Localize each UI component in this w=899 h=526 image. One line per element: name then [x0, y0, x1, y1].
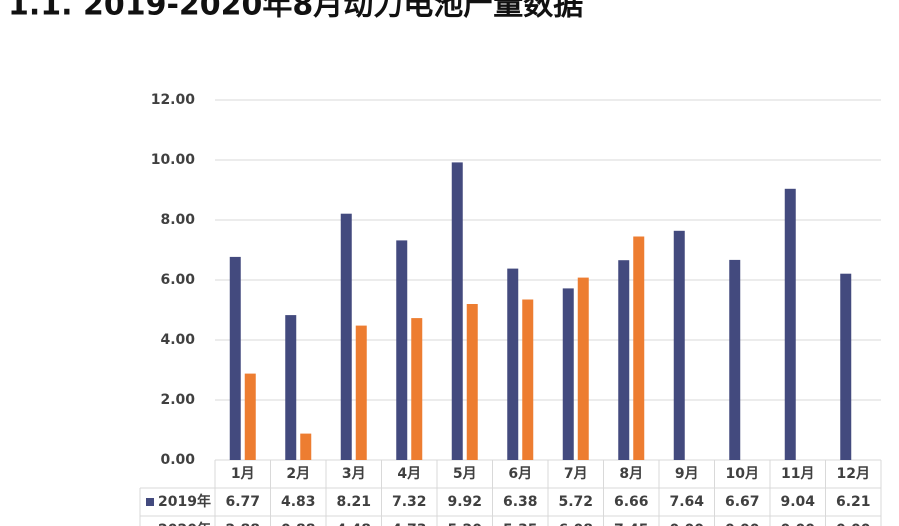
table-value: 6.66 — [614, 494, 649, 510]
bar — [466, 304, 478, 460]
table-value: 8.21 — [336, 494, 371, 510]
table-value: 4.48 — [336, 522, 371, 526]
legend-label: 2020年 — [158, 521, 211, 526]
y-tick-label: 12.00 — [151, 92, 196, 108]
chart-title: 1.1. 2019-2020年8月动力电池产量数据 — [8, 0, 583, 23]
bar — [784, 188, 796, 461]
bar — [285, 315, 297, 460]
x-tick-label: 4月 — [397, 466, 421, 482]
table-value: 6.67 — [725, 494, 760, 510]
table-value: 7.45 — [614, 522, 649, 526]
bar — [840, 273, 852, 460]
table-value: 0.00 — [669, 522, 704, 526]
y-tick-label: 6.00 — [160, 272, 195, 288]
table-value: 6.08 — [558, 522, 593, 526]
bar — [396, 240, 408, 460]
bar — [244, 373, 256, 460]
table-value: 7.64 — [669, 494, 704, 510]
table-value: 6.38 — [503, 494, 538, 510]
bar — [522, 299, 534, 460]
y-tick-label: 4.00 — [160, 332, 195, 348]
bar — [451, 162, 463, 460]
x-tick-label: 1月 — [231, 466, 255, 482]
table-value: 7.32 — [392, 494, 427, 510]
bar — [633, 236, 645, 460]
bar — [229, 256, 241, 460]
x-tick-label: 10月 — [726, 466, 759, 482]
table-value: 0.00 — [725, 522, 760, 526]
table-value: 4.73 — [392, 522, 427, 526]
table-value: 6.21 — [836, 494, 871, 510]
table-value: 0.88 — [281, 522, 316, 526]
bar — [340, 213, 352, 460]
table-value: 4.83 — [281, 494, 316, 510]
legend-label: 2019年 — [158, 493, 211, 510]
table-value: 5.72 — [558, 494, 593, 510]
bar — [300, 433, 312, 460]
table-value: 9.04 — [780, 494, 815, 510]
bar — [618, 260, 630, 460]
y-tick-label: 8.00 — [160, 212, 195, 228]
y-tick-label: 10.00 — [151, 152, 196, 168]
x-tick-label: 8月 — [619, 466, 643, 482]
x-tick-label: 6月 — [508, 466, 532, 482]
x-tick-label: 12月 — [837, 466, 870, 482]
bar — [411, 318, 423, 460]
x-tick-label: 2月 — [286, 466, 310, 482]
x-tick-label: 3月 — [342, 466, 366, 482]
table-value: 0.00 — [780, 522, 815, 526]
table-value: 6.77 — [225, 494, 260, 510]
x-tick-label: 9月 — [675, 466, 699, 482]
bar — [507, 268, 519, 460]
y-tick-label: 2.00 — [160, 392, 195, 408]
table-value: 0.00 — [836, 522, 871, 526]
bar — [562, 288, 574, 460]
x-tick-label: 7月 — [564, 466, 588, 482]
x-tick-label: 5月 — [453, 466, 477, 482]
legend-marker — [146, 498, 154, 506]
y-tick-label: 0.00 — [160, 452, 195, 468]
table-value: 5.20 — [447, 522, 482, 526]
x-tick-label: 11月 — [781, 466, 814, 482]
table-value: 5.35 — [503, 522, 538, 526]
table-value: 9.92 — [447, 494, 482, 510]
bar — [577, 277, 589, 460]
bar — [355, 325, 367, 460]
bar — [673, 230, 685, 460]
table-value: 2.88 — [225, 522, 260, 526]
bar — [729, 259, 741, 460]
